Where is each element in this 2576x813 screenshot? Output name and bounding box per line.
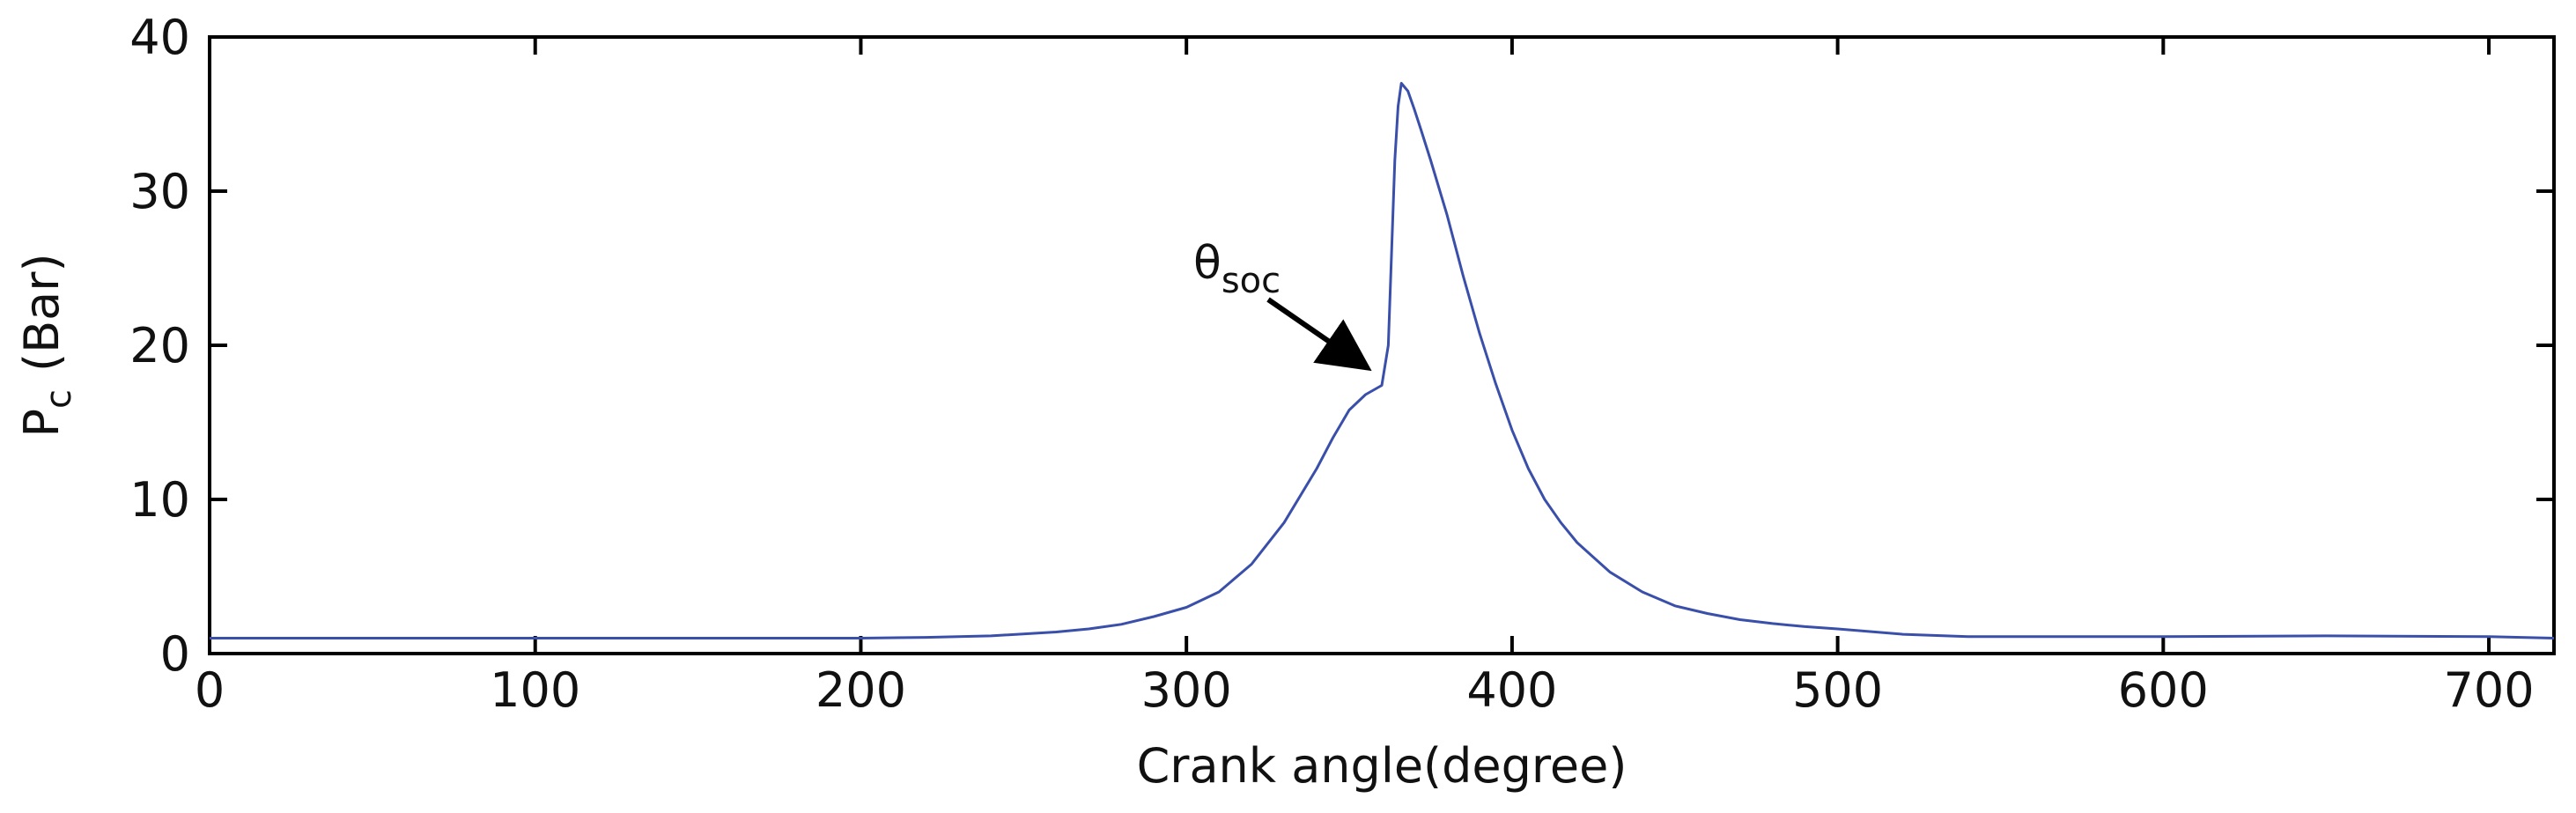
y-axis-label: Pc (Bar) [14,253,79,437]
annotation-theta-soc: θsoc [1193,237,1372,372]
x-tick-label: 0 [195,662,225,718]
x-tick-label: 200 [816,662,906,718]
annotation-symbol: θ [1193,237,1222,290]
y-axis-label-subscript: c [39,389,79,409]
x-axis-label: Crank angle(degree) [1137,738,1628,794]
y-tick-label: 30 [129,164,190,219]
y-axis-label-unit: (Bar) [14,253,70,371]
series-line-pressure [210,82,2555,639]
annotation-label: θsoc [1193,237,1281,301]
x-tick-label: 700 [2444,662,2535,718]
annotation-arrow [1266,297,1372,372]
x-axis-ticks: 0 100 200 300 400 500 600 700 [195,37,2535,718]
annotation-subscript: soc [1222,261,1281,301]
y-axis-ticks: 0 10 20 30 40 [129,10,2554,682]
y-tick-label: 40 [129,10,190,65]
plot-frame [208,35,2556,655]
y-tick-label: 20 [129,318,190,373]
y-tick-label: 0 [160,626,190,682]
x-tick-label: 100 [490,662,580,718]
y-tick-label: 10 [129,472,190,528]
x-tick-label: 300 [1141,662,1232,718]
y-axis-label-base: P [14,409,70,438]
x-tick-label: 400 [1466,662,1557,718]
x-tick-label: 600 [2118,662,2209,718]
x-tick-label: 500 [1792,662,1883,718]
